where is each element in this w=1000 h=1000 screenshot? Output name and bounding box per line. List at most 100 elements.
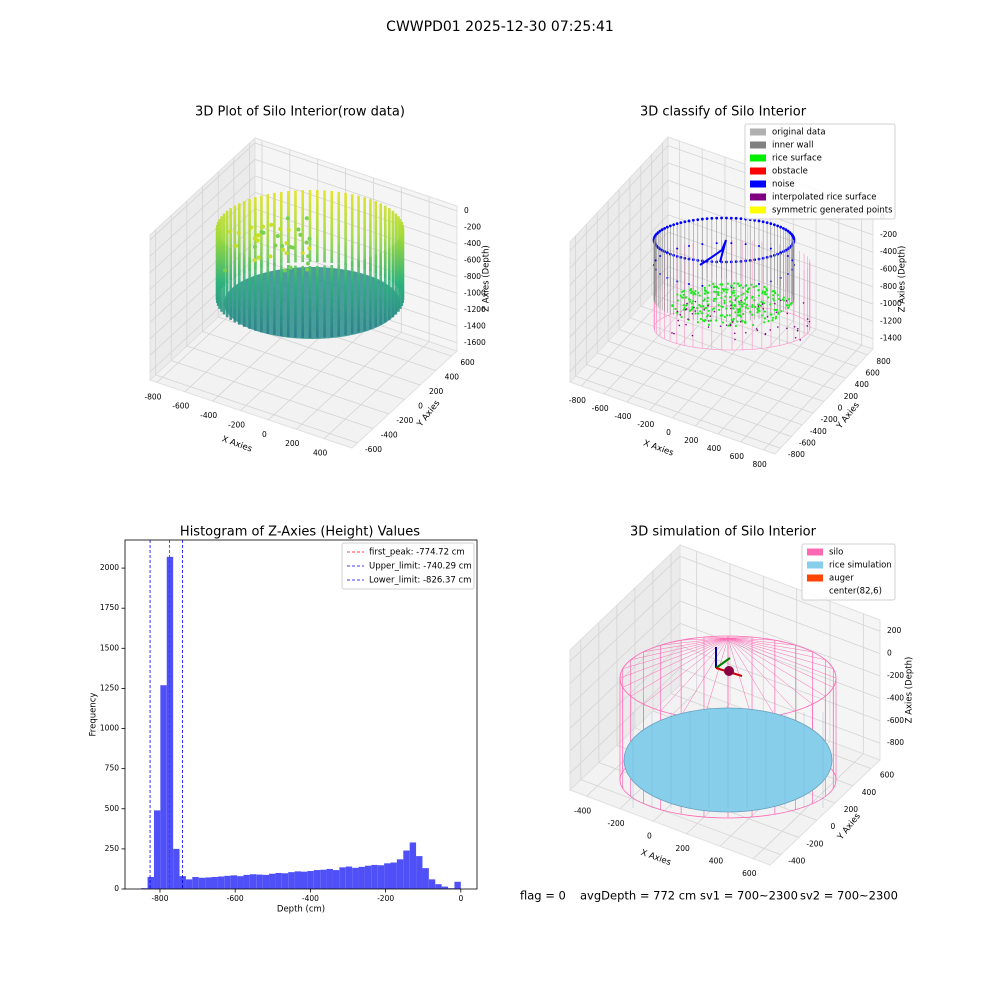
scatter-point [306, 261, 311, 266]
noise-point [739, 217, 743, 221]
x-tick-label: 800 [752, 460, 767, 469]
figure-title: CWWPD01 2025-12-30 07:25:41 [386, 19, 614, 35]
grid-line [202, 331, 405, 400]
legend-label: rice simulation [829, 561, 892, 571]
bar [160, 685, 167, 889]
bar [166, 556, 174, 889]
y-tick-label: 400 [862, 788, 877, 797]
rice-point [741, 305, 744, 308]
rice-point [708, 284, 711, 287]
rice-point [707, 323, 711, 326]
legend-box [744, 123, 896, 220]
silo-wire [643, 637, 729, 653]
x-tick-label: 200 [684, 436, 699, 445]
x-tick-label: 0 [262, 430, 267, 439]
interp-point [703, 309, 706, 311]
rice-point [758, 310, 761, 313]
subplot-title: 3D simulation of Silo Interior [630, 525, 817, 540]
z-tick-label: -200 [887, 671, 904, 680]
rice-point [746, 307, 749, 310]
rice-point [723, 315, 726, 319]
interp-point [693, 306, 695, 309]
grid-line [569, 179, 669, 286]
interp-point [671, 332, 673, 334]
scatter-point [255, 238, 260, 243]
bar [416, 856, 423, 889]
grid-line [618, 329, 825, 402]
x-tick-label: -600 [172, 402, 189, 411]
rice-point [763, 310, 767, 313]
noise-point [730, 242, 733, 245]
rice-point [715, 319, 718, 322]
noise-point [710, 216, 714, 220]
rice-point [774, 315, 778, 318]
silo-wire [727, 637, 775, 641]
rice-point [749, 310, 752, 313]
grid-line [679, 623, 881, 699]
rice-point [740, 301, 743, 304]
bar [281, 873, 289, 889]
rice-point [790, 301, 793, 305]
legend-swatch [750, 206, 766, 214]
rice-point [753, 299, 756, 302]
interp-point [757, 305, 760, 308]
rice-point [727, 324, 730, 327]
silo-wire [622, 637, 729, 688]
y-tick-label: 0 [838, 404, 843, 413]
rice-point [706, 296, 709, 300]
rice-point [770, 313, 773, 316]
rice-point [755, 285, 758, 288]
rice-point [688, 289, 692, 292]
bar [448, 888, 455, 889]
rice-point [756, 303, 760, 306]
silo-wire [622, 637, 729, 669]
scatter-point [252, 244, 257, 249]
bar [422, 868, 429, 889]
interp-point [775, 311, 778, 314]
rice-point [745, 297, 748, 300]
rice-point [690, 308, 693, 311]
y-tick-label: 0 [114, 884, 119, 893]
rice-point [763, 285, 766, 289]
rice-point [676, 299, 679, 302]
rice-point [736, 282, 739, 285]
noise-point [779, 251, 782, 254]
rice-point [692, 293, 695, 296]
scatter-point [249, 225, 254, 230]
z-axis-label: Z Axies (Depth) [905, 657, 915, 724]
rice-point [709, 319, 712, 322]
scatter-point [304, 216, 309, 221]
rice-point [717, 290, 720, 294]
noise-point [654, 259, 657, 262]
bar [230, 875, 238, 889]
grid-line [569, 214, 669, 321]
grid-line [254, 175, 458, 245]
footer-text: flag = 0 [520, 889, 566, 903]
z-tick-label: 0 [464, 206, 469, 215]
auger [715, 657, 731, 669]
rice-point [737, 295, 740, 298]
rice-point [730, 301, 734, 304]
rice-point [760, 314, 764, 317]
z-tick-label: -800 [880, 282, 897, 291]
rice-point [787, 306, 790, 309]
x-tick-label: -800 [144, 392, 161, 401]
noise-point [761, 220, 765, 224]
noise-point [665, 225, 669, 229]
rice-point [719, 314, 722, 317]
legend-label: rice surface [772, 154, 822, 164]
interp-point [799, 339, 802, 341]
rice-point [787, 298, 791, 301]
interp-point [730, 307, 732, 310]
y-tick-label: -200 [821, 415, 838, 424]
rice-point [736, 308, 740, 311]
legend-swatch [750, 141, 766, 149]
rice-point [762, 302, 766, 305]
x-tick-label: -200 [637, 420, 654, 429]
y-tick-label: 400 [445, 373, 460, 382]
silo-wire [681, 637, 729, 641]
rice-point [725, 314, 729, 317]
interp-point [707, 304, 709, 307]
x-tick-label: 200 [285, 439, 300, 448]
rice-point [716, 292, 720, 296]
